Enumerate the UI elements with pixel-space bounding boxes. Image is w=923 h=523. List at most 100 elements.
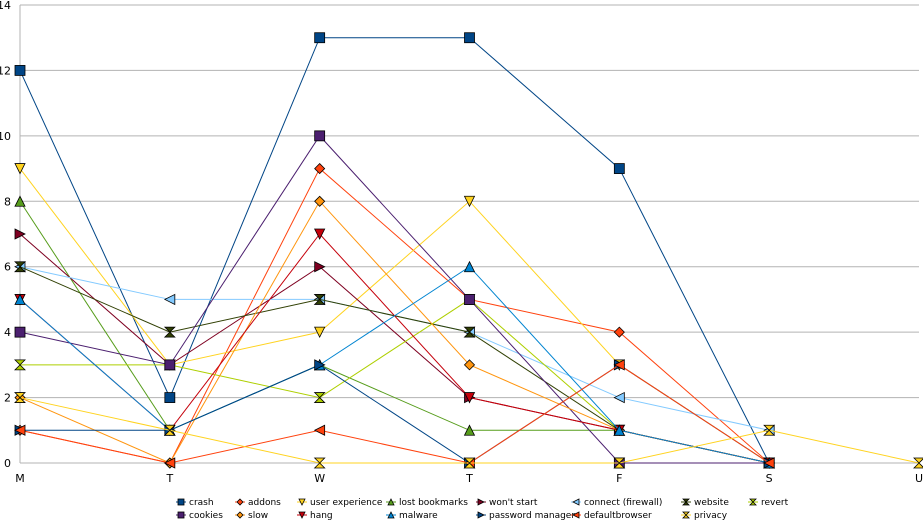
data-point (463, 392, 476, 404)
series-line-password-manager (20, 364, 770, 464)
legend-item-cookies: cookies (176, 511, 223, 521)
data-point (314, 163, 326, 175)
data-point (164, 392, 176, 403)
legend-label: password manager (489, 511, 575, 521)
legend-item-password-manager: password manager (476, 511, 575, 521)
y-tick-label: 4 (4, 326, 11, 339)
y-tick-label: 12 (0, 64, 11, 77)
data-point (14, 424, 26, 436)
legend-marker (682, 498, 690, 506)
y-tick-label: 6 (4, 261, 11, 274)
legend-label: connect (firewall) (584, 498, 662, 508)
legend-label: user experience (310, 498, 383, 508)
data-point (613, 163, 625, 174)
legend-marker (387, 498, 395, 506)
series-privacy (14, 392, 923, 469)
y-tick-label: 14 (0, 0, 11, 12)
data-point (314, 228, 326, 240)
legend-item-revert: revert (748, 498, 789, 508)
legend-label: privacy (694, 511, 728, 521)
data-point (463, 260, 476, 273)
data-point (313, 392, 326, 403)
data-point (164, 359, 176, 371)
legend-label: cookies (189, 511, 223, 521)
x-tick-label: U (915, 472, 923, 485)
data-point (14, 195, 26, 207)
legend: crash addons user experience lost bookmarks… (176, 498, 789, 521)
legend-label: crash (189, 498, 214, 508)
data-point (14, 392, 26, 403)
legend-marker (177, 511, 185, 519)
data-point (613, 424, 625, 436)
legend-item-crash: crash (176, 498, 214, 508)
legend-marker (477, 511, 485, 519)
legend-label: hang (310, 511, 333, 521)
legend-marker (236, 498, 244, 506)
data-point (14, 293, 26, 305)
data-point (463, 359, 476, 371)
legend-label: malware (399, 511, 438, 521)
data-point (314, 195, 326, 207)
x-tick-label: T (465, 472, 473, 485)
legend-item-website: website (681, 498, 729, 508)
legend-item-won-t-start: won't start (476, 498, 538, 508)
y-tick-label: 2 (4, 392, 11, 405)
data-point (763, 457, 775, 469)
legend-marker (477, 498, 485, 506)
legend-marker (236, 511, 244, 519)
legend-item-privacy: privacy (681, 511, 728, 521)
data-point (463, 326, 476, 338)
data-point (464, 32, 475, 44)
x-tick-label: T (165, 472, 173, 485)
x-tick-label: M (15, 472, 25, 485)
data-point (163, 293, 176, 306)
data-point (14, 359, 26, 371)
legend-item-addons: addons (235, 498, 281, 508)
legend-item-lost-bookmarks: lost bookmarks (386, 498, 468, 508)
legend-marker (749, 498, 757, 506)
legend-item-user-experience: user experience (297, 498, 383, 508)
series-line-cookies (19, 135, 770, 464)
legend-marker (572, 511, 580, 519)
data-point (314, 130, 326, 142)
data-point (613, 391, 625, 404)
data-point (163, 326, 176, 338)
legend-label: revert (761, 498, 789, 508)
data-point (763, 424, 776, 436)
data-point (913, 457, 923, 469)
data-point (14, 65, 26, 76)
data-point (163, 424, 176, 436)
data-point (314, 326, 326, 339)
data-point (613, 457, 626, 469)
series-group (14, 32, 923, 469)
series-password-manager (14, 359, 776, 469)
series-revert (14, 294, 776, 469)
data-point (313, 457, 326, 469)
legend-label: won't start (489, 498, 538, 508)
data-point (464, 294, 475, 305)
data-point (314, 32, 326, 44)
legend-label: addons (248, 498, 281, 508)
legend-item-malware: malware (386, 511, 438, 521)
series-line-defaultbrowser (19, 364, 770, 464)
data-point (613, 326, 625, 338)
x-tick-label: F (616, 472, 622, 485)
data-point (14, 326, 26, 338)
legend-marker (572, 498, 580, 506)
series-crash (14, 32, 775, 469)
legend-marker (298, 511, 306, 519)
data-point (14, 163, 26, 175)
data-point (313, 294, 326, 305)
legend-label: slow (248, 511, 268, 521)
data-point (463, 424, 476, 436)
data-point (313, 424, 326, 436)
y-tick-label: 10 (0, 130, 11, 143)
legend-marker (298, 498, 306, 506)
series-line-malware (19, 266, 770, 464)
x-tick-label: W (314, 472, 325, 485)
legend-item-slow: slow (235, 511, 268, 521)
legend-label: defaultbrowser (584, 511, 652, 521)
legend-label: lost bookmarks (399, 498, 468, 508)
